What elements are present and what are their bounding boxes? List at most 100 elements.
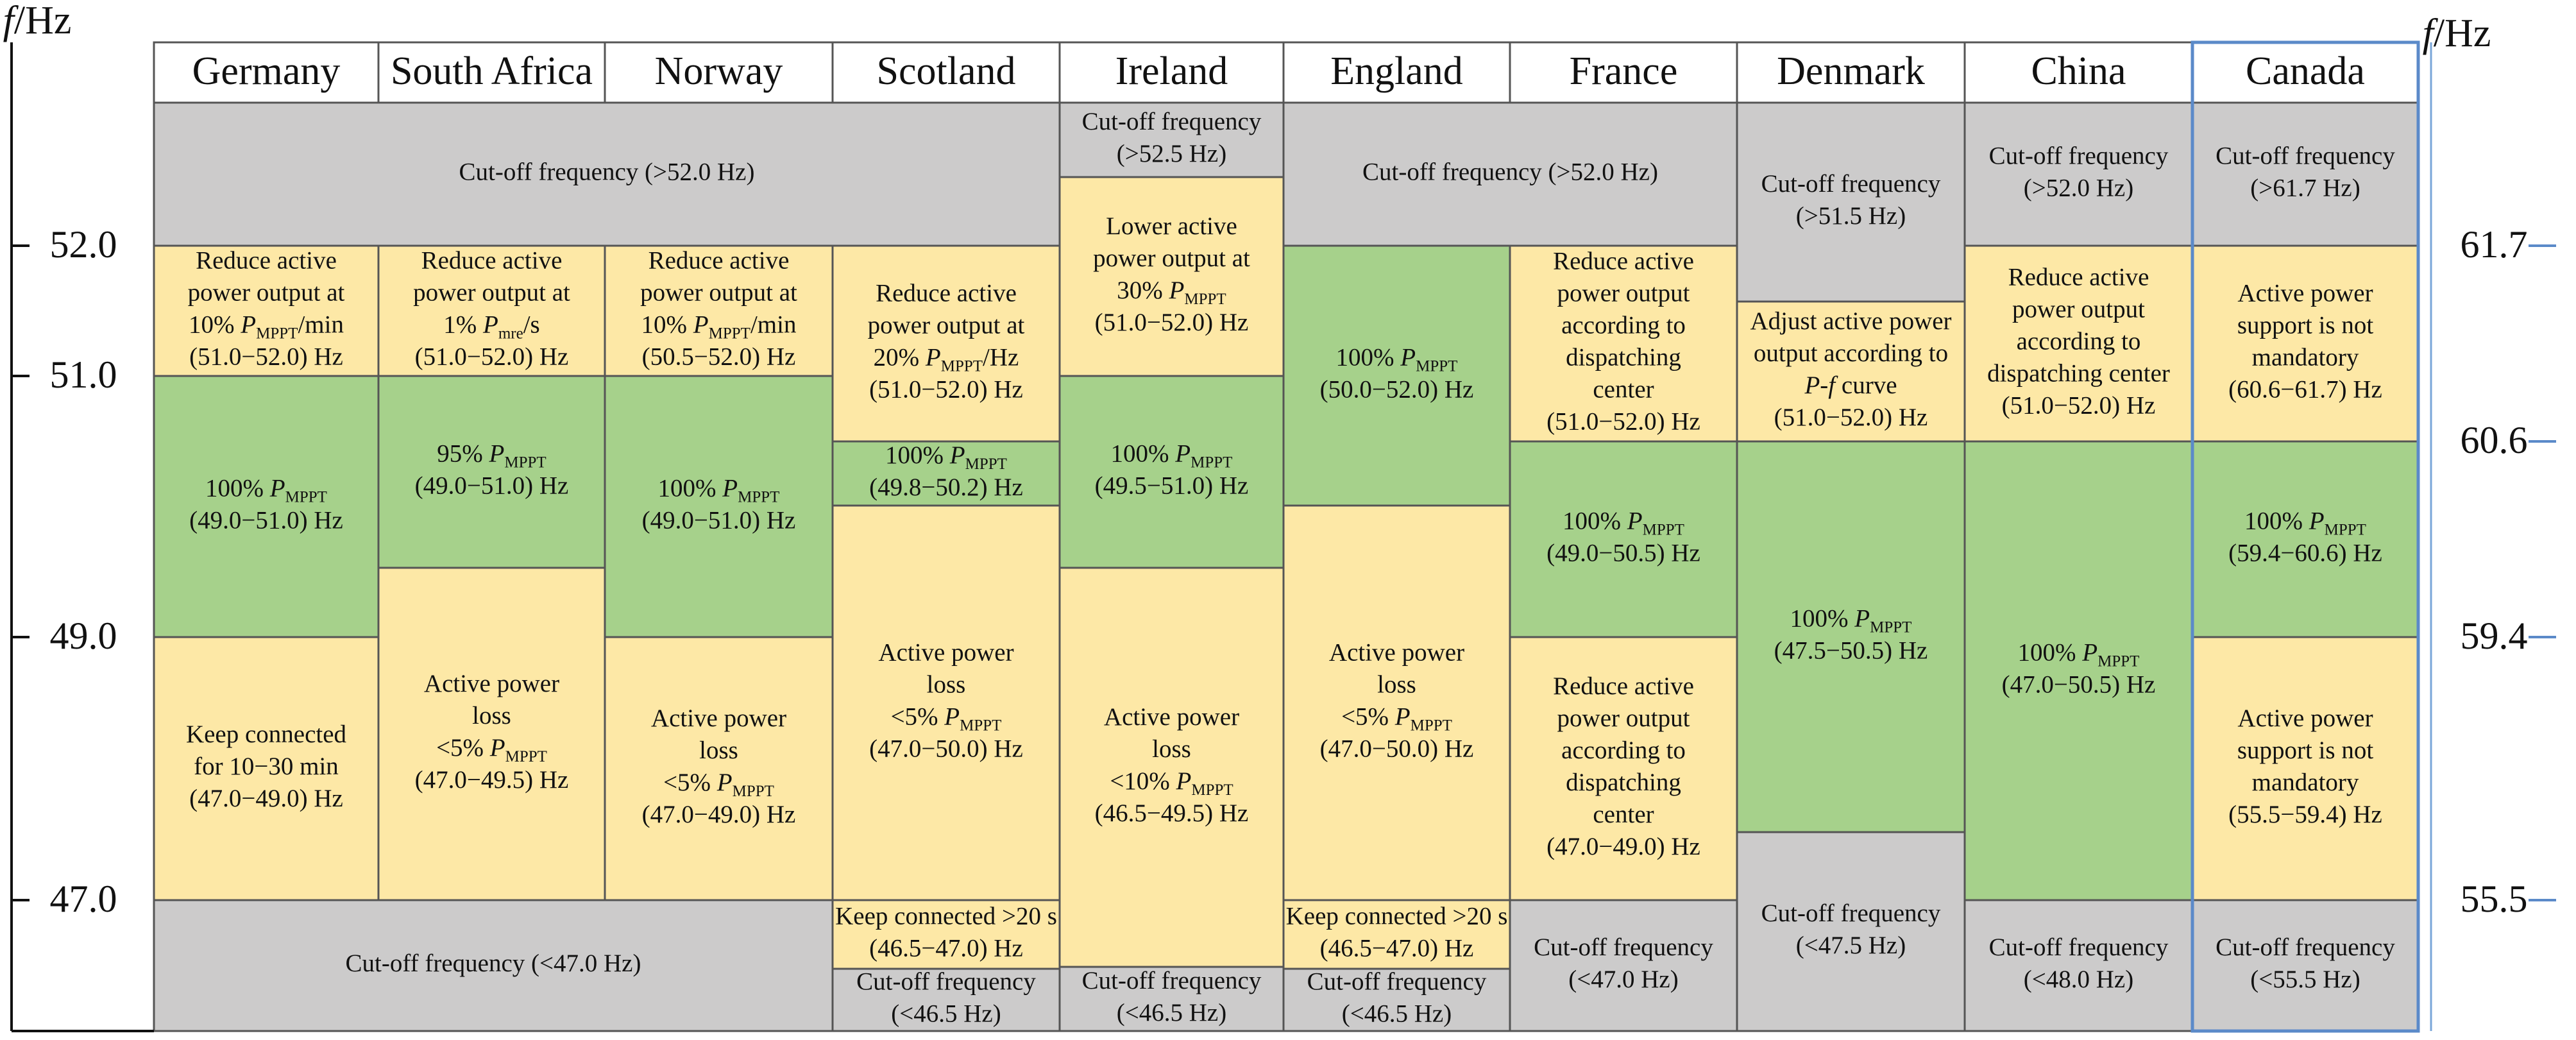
norway-reduce-text-line: 10% PMPPT/min <box>641 311 797 342</box>
england-normal-text-line: (50.0−52.0) Hz <box>1320 375 1474 403</box>
denmark-normal <box>1736 440 1966 833</box>
scotland-low <box>831 504 1061 901</box>
norway-reduce-text: Reduce active power output at 10% PMPPT/mi… <box>640 246 797 370</box>
norway-reduce-text-line: (50.5−52.0) Hz <box>642 343 796 370</box>
canada-cutoff-high-text-line: Cut-off frequency <box>2216 142 2395 169</box>
denmark-cutoff-low-text-line: (<47.5 Hz) <box>1796 932 1906 959</box>
ireland-cutoff-low-text-line: Cut-off frequency <box>1082 967 1262 994</box>
south-africa-reduce-text-line: 1% Pmre/s <box>443 311 539 342</box>
scotland-reduce-text: Reduce active power output at 20% PMPPT/Hz… <box>868 279 1025 403</box>
germany-low <box>153 636 380 901</box>
france-cutoff-low <box>1509 899 1738 1032</box>
country-header-china: China <box>2031 49 2126 93</box>
france-cutoff-low-text: Cut-off frequency (<47.0 Hz) <box>1534 933 1713 993</box>
south-africa-normal-text-line: (49.0−51.0) Hz <box>415 472 569 499</box>
germany-low-text-line: (47.0−49.0) Hz <box>189 785 343 812</box>
scotland-low-text: Active power loss <5% PMPPT​(47.0−50.0) Hz <box>869 638 1023 762</box>
norway-normal-text-line: (49.0−51.0) Hz <box>642 506 796 534</box>
china-reduce <box>1963 244 2194 443</box>
south-africa-normal <box>377 375 606 569</box>
ireland-cutoff-high-text-line: (>52.5 Hz) <box>1117 140 1226 167</box>
ireland-reduce-text: Lower active power output at 30% PMPPT​(51… <box>1093 212 1250 336</box>
norway-normal-text: 100% PMPPT​(49.0−51.0) Hz <box>642 474 796 534</box>
right-tick-label: 55.5 <box>2461 878 2528 920</box>
cutoff-high-merged-2 <box>1282 101 1738 247</box>
canada-normal-text-line: (59.4−60.6) Hz <box>2228 539 2382 567</box>
france-low-text-line: power output <box>1557 704 1690 732</box>
germany-reduce-text: Reduce active power output at 10% PMPPT/mi… <box>188 246 345 370</box>
england-low-text-line: loss <box>1377 670 1416 698</box>
country-header-england: England <box>1330 49 1463 93</box>
scotland-keep-connected-text-line: (46.5−47.0) Hz <box>869 934 1023 962</box>
cutoff-low-merged-text-line: Cut-off frequency (<47.0 Hz) <box>346 950 641 977</box>
ireland-cutoff-high-text-line: Cut-off frequency <box>1082 108 1262 135</box>
canada-low-text-line: support is not <box>2237 737 2374 764</box>
china-cutoff-low <box>1963 899 2194 1032</box>
england-low-text-line: (47.0−50.0) Hz <box>1320 735 1474 762</box>
france-normal-text: 100% PMPPT​(49.0−50.5) Hz <box>1546 507 1700 567</box>
denmark-cutoff-high <box>1736 101 1966 303</box>
cutoff-high-merged-1-text-line: Cut-off frequency (>52.0 Hz) <box>459 158 755 185</box>
norway-low-text: Active power loss <5% PMPPT​(47.0−49.0) Hz <box>642 704 796 828</box>
right-tick-label: 61.7 <box>2461 223 2528 266</box>
france-normal-text-line: 100% PMPPT​ <box>1563 507 1684 538</box>
canada-low-text-line: (55.5−59.4) Hz <box>2228 801 2382 828</box>
ireland-normal <box>1058 375 1285 569</box>
south-africa-low <box>377 567 606 901</box>
ireland-reduce <box>1058 176 1285 377</box>
england-low-text-line: Active power <box>1329 638 1464 666</box>
scotland-low-text-line: loss <box>927 670 966 698</box>
england-keep-connected <box>1282 899 1511 970</box>
canada-cutoff-low-text: Cut-off frequency (<55.5 Hz) <box>2216 933 2395 993</box>
south-africa-normal-text: 95% PMPPT​(49.0−51.0) Hz <box>415 439 569 499</box>
cutoff-low-merged-text: Cut-off frequency (<47.0 Hz) <box>346 950 641 977</box>
canada-column-highlight <box>2190 40 2420 1033</box>
country-header-denmark: Denmark <box>1777 49 1925 93</box>
scotland-reduce-text-line: Reduce active <box>876 279 1017 307</box>
scotland-reduce-text-line: (51.0−52.0) Hz <box>869 375 1023 403</box>
denmark-reduce-text-line: output according to <box>1754 339 1948 367</box>
south-africa-reduce <box>377 244 606 377</box>
france-low-text-line: Reduce active <box>1553 672 1694 700</box>
denmark-cutoff-high-text-line: Cut-off frequency <box>1761 170 1941 198</box>
england-normal-text: 100% PMPPT​(50.0−52.0) Hz <box>1320 343 1474 403</box>
england-keep-connected-text: Keep connected >20 s (46.5−47.0) Hz <box>1286 902 1508 962</box>
country-header-cell <box>1736 41 1966 104</box>
scotland-cutoff-low-text: Cut-off frequency (<46.5 Hz) <box>856 968 1036 1027</box>
ireland-low-text: Active power loss <10% PMPPT​(46.5−49.5) H… <box>1095 703 1249 827</box>
china-normal-text-line: (47.0−50.5) Hz <box>2002 670 2156 698</box>
france-low-text-line: dispatching <box>1566 769 1681 796</box>
france-reduce-text-line: dispatching <box>1566 343 1681 371</box>
norway-reduce-text-line: power output at <box>640 278 797 306</box>
france-low-text-line: according to <box>1561 737 1686 764</box>
denmark-reduce-text-line: Adjust active power <box>1750 307 1951 335</box>
france-normal <box>1509 440 1738 638</box>
scotland-cutoff-low-text-line: Cut-off frequency <box>856 968 1036 995</box>
ireland-low <box>1058 567 1285 968</box>
scotland-normal <box>831 440 1061 507</box>
france-cutoff-low-text-line: Cut-off frequency <box>1534 933 1713 961</box>
france-low-text: Reduce active power output according to dis… <box>1546 672 1700 860</box>
china-cutoff-low-text-line: Cut-off frequency <box>1989 933 2169 961</box>
south-africa-reduce-text-line: (51.0−52.0) Hz <box>415 343 569 370</box>
canada-cutoff-low-text-line: (<55.5 Hz) <box>2250 966 2360 993</box>
country-header-south-africa: South Africa <box>391 49 593 93</box>
left-tick-label: 47.0 <box>50 878 117 920</box>
ireland-cutoff-low-text: Cut-off frequency (<46.5 Hz) <box>1082 967 1262 1027</box>
china-cutoff-high-text-line: Cut-off frequency <box>1989 142 2169 169</box>
china-reduce-text-line: dispatching center <box>1987 359 2170 387</box>
canada-low-text-line: Active power <box>2237 704 2373 732</box>
denmark-cutoff-low-text-line: Cut-off frequency <box>1761 899 1941 927</box>
china-reduce-text-line: Reduce active <box>2008 263 2149 291</box>
denmark-cutoff-high-text: Cut-off frequency (>51.5 Hz) <box>1761 170 1941 230</box>
scotland-low-text-line: (47.0−50.0) Hz <box>869 735 1023 762</box>
france-reduce-text: Reduce active power output according to dis… <box>1546 247 1700 435</box>
germany-normal-text-line: (49.0−51.0) Hz <box>189 506 343 534</box>
scotland-low-text-line: <5% PMPPT​ <box>891 703 1002 734</box>
ireland-cutoff-low-text-line: (<46.5 Hz) <box>1117 999 1226 1027</box>
china-cutoff-low-text: Cut-off frequency (<48.0 Hz) <box>1989 933 2169 993</box>
scotland-low-text-line: Active power <box>878 638 1013 666</box>
canada-low-text: Active power support is not mandatory (55.5… <box>2228 704 2382 828</box>
germany-low-text-line: Keep connected <box>186 720 347 748</box>
left-tick-label: 49.0 <box>50 615 117 657</box>
